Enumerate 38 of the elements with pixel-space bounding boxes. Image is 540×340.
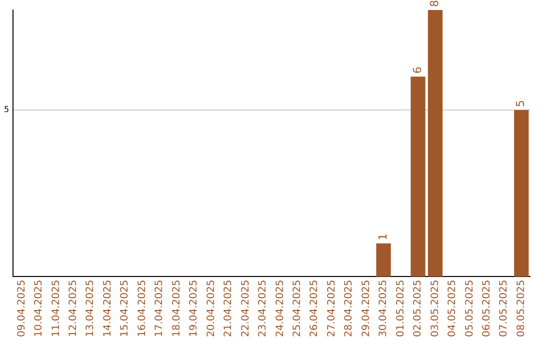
x-tick-label: 16.04.2025	[136, 280, 148, 338]
x-tick-label: 03.05.2025	[430, 280, 441, 338]
x-tick-label: 04.05.2025	[447, 280, 458, 338]
x-tick-label: 17.04.2025	[154, 280, 166, 338]
x-tick-label: 07.05.2025	[498, 280, 510, 338]
x-tick-label: 25.04.2025	[292, 280, 303, 338]
x-tick-label: 15.04.2025	[120, 280, 131, 338]
x-tick-label: 12.04.2025	[68, 280, 79, 338]
data-label: 8	[428, 0, 442, 7]
x-tick-label: 22.04.2025	[240, 280, 252, 338]
x-tick-label: 13.04.2025	[85, 280, 96, 338]
x-tick-label: 01.05.2025	[395, 280, 406, 338]
data-label: 1	[376, 233, 390, 240]
x-tick-label: 08.05.2025	[516, 280, 527, 338]
bar	[410, 76, 426, 277]
x-tick-label: 05.05.2025	[464, 280, 476, 338]
data-label: 6	[410, 66, 424, 74]
x-tick-label: 10.04.2025	[34, 280, 45, 338]
x-tick-label: 19.04.2025	[188, 280, 200, 338]
x-tick-label: 30.04.2025	[378, 280, 390, 338]
data-label: 5	[514, 100, 528, 108]
x-tick-label: 24.04.2025	[274, 280, 286, 338]
x-tick-label: 23.04.2025	[258, 280, 269, 338]
x-tick-label: 06.05.2025	[482, 280, 493, 338]
bar	[428, 10, 443, 277]
x-tick-label: 09.04.2025	[16, 280, 28, 338]
x-tick-label: 28.04.2025	[344, 280, 355, 338]
x-tick-label: 20.04.2025	[206, 280, 217, 338]
x-tick-label: 18.04.2025	[171, 280, 182, 338]
bar	[514, 110, 529, 277]
x-tick-label: 14.04.2025	[102, 280, 114, 338]
x-tick-label: 21.04.2025	[223, 280, 234, 338]
x-tick-label: 26.04.2025	[309, 280, 320, 338]
x-tick-label: 27.04.2025	[326, 280, 338, 338]
x-tick-label: 11.04.2025	[50, 280, 62, 338]
x-tick-label: 02.05.2025	[412, 280, 424, 338]
bar	[376, 243, 391, 277]
x-tick-label: 29.04.2025	[360, 280, 372, 338]
